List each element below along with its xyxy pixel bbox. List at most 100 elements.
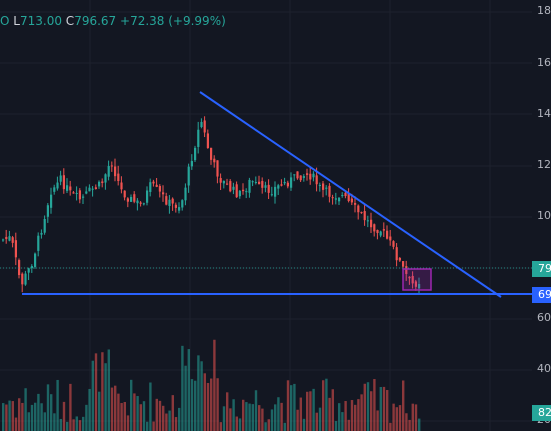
candle-body <box>280 184 283 186</box>
legend-leading: O <box>0 14 10 28</box>
volume-bar <box>347 419 350 431</box>
candle-body <box>414 281 417 287</box>
volume-bar <box>283 422 286 431</box>
candle-body <box>2 239 5 241</box>
volume-bar <box>370 391 373 431</box>
volume-bar <box>120 403 123 431</box>
candle-body <box>155 184 158 187</box>
candle-body <box>382 229 385 231</box>
volume-bar <box>94 353 98 431</box>
candle-body <box>242 189 245 192</box>
volume-bar <box>389 422 392 431</box>
candle-body <box>258 181 261 185</box>
candle-body <box>30 266 33 269</box>
volume-bar <box>366 382 370 431</box>
volume-bar <box>139 404 142 431</box>
volume-bar <box>245 402 248 431</box>
volume-bar <box>290 385 293 431</box>
volume-bar <box>405 413 408 431</box>
volume-bar <box>171 395 174 431</box>
volume-bar <box>149 382 152 431</box>
volume-bars <box>2 339 421 431</box>
volume-bar <box>398 405 402 431</box>
candle-body <box>75 193 78 195</box>
candle-body <box>283 182 286 184</box>
candle-body <box>171 198 174 204</box>
candle-body <box>299 175 302 181</box>
candle-body <box>133 194 136 202</box>
volume-bar <box>299 397 302 431</box>
volume-bar <box>184 365 187 431</box>
volume-bar <box>210 378 213 431</box>
candle-body <box>69 186 72 191</box>
axis-label-40: 40 <box>537 362 551 375</box>
candle-body <box>88 187 91 192</box>
candle-body <box>40 232 43 235</box>
candle-body <box>296 171 299 179</box>
candle-body <box>328 185 331 197</box>
candle-body <box>158 185 161 192</box>
candle-body <box>354 203 357 205</box>
candle-body <box>62 175 65 190</box>
volume-bar <box>53 413 56 431</box>
candle-body <box>78 190 81 200</box>
volume-bar <box>402 380 405 431</box>
candle-body <box>72 192 75 194</box>
candle-body <box>418 284 421 289</box>
volume-bar <box>190 379 194 431</box>
candle-body <box>357 205 360 213</box>
volume-bar <box>338 403 341 431</box>
volume-bar <box>59 418 62 431</box>
volume-bar <box>91 360 94 431</box>
volume-bar <box>261 408 264 431</box>
candle-body <box>286 182 289 187</box>
candle-body <box>226 183 229 185</box>
candle-body <box>18 260 21 276</box>
candle-body <box>200 122 203 128</box>
volume-bar <box>181 345 184 431</box>
volume-bar <box>168 410 171 431</box>
candle-body <box>43 218 46 233</box>
candle-body <box>395 247 398 261</box>
volume-bar <box>136 396 139 431</box>
candle-body <box>178 207 181 211</box>
support-price-tag: 69 <box>532 287 551 303</box>
volume-bar <box>226 392 229 431</box>
candlesticks <box>2 116 421 294</box>
volume-bar <box>277 397 280 431</box>
volume-bar <box>158 400 162 431</box>
axis-label-10: 10 <box>537 209 551 222</box>
candle-body <box>379 231 382 236</box>
volume-bar <box>315 412 318 431</box>
candle-body <box>264 185 267 188</box>
volume-bar <box>306 391 309 431</box>
candle-body <box>389 236 392 241</box>
candle-body <box>91 188 94 190</box>
volume-bar <box>107 349 110 431</box>
volume-bar <box>254 390 258 431</box>
legend-close-value: 796.67 <box>74 14 117 28</box>
descending-trendline[interactable] <box>199 91 502 298</box>
candle-body <box>238 190 241 197</box>
candle-body <box>142 203 145 205</box>
volume-bar <box>82 416 85 431</box>
candle-body <box>302 176 305 178</box>
volume-bar <box>133 393 136 431</box>
candle-body <box>293 174 296 176</box>
volume-bar <box>11 401 14 431</box>
volume-bar <box>174 417 178 431</box>
candle-body <box>126 198 129 202</box>
candle-body <box>66 185 69 191</box>
candle-body <box>222 180 225 184</box>
volume-bar <box>274 404 277 431</box>
candle-body <box>24 273 27 285</box>
current-price-tag: 79 <box>532 261 551 277</box>
volume-bar <box>27 412 30 431</box>
volume-bar <box>66 421 69 431</box>
highlight-box[interactable] <box>402 268 432 291</box>
volume-bar <box>328 397 331 431</box>
volume-bar <box>62 401 66 431</box>
candle-body <box>376 229 379 234</box>
volume-bar <box>114 385 117 431</box>
